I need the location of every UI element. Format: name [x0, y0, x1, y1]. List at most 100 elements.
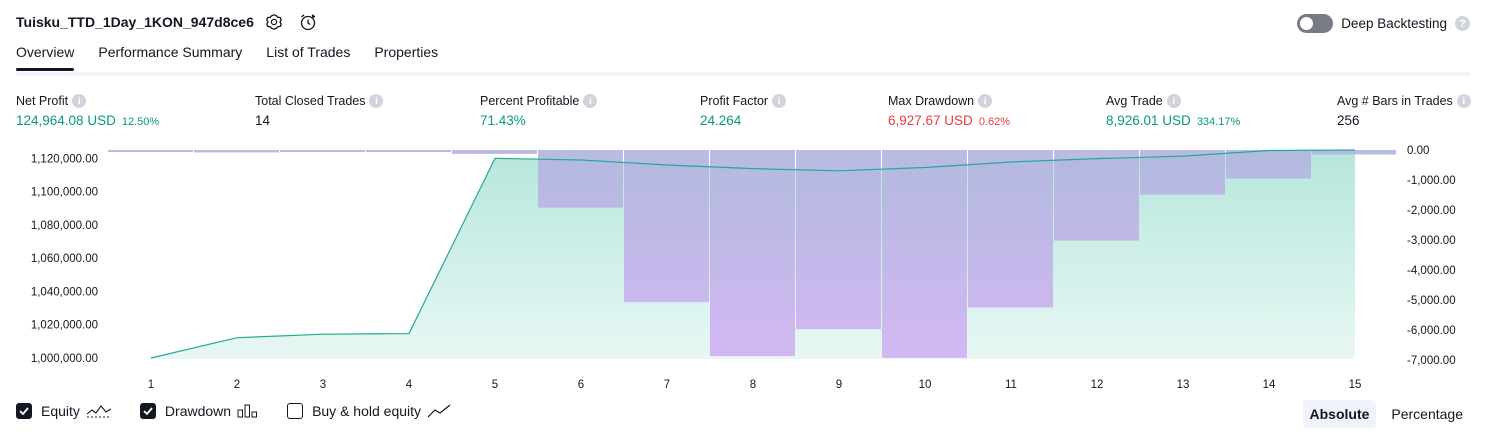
metric-percent: 12.50% — [122, 116, 159, 128]
drawdown-checkbox[interactable] — [140, 403, 156, 419]
info-icon[interactable]: i — [978, 94, 992, 108]
scale-mode-switch: Absolute Percentage — [1295, 400, 1471, 428]
left-axis-tick: 1,000,000.00 — [31, 353, 98, 365]
right-axis-tick: -5,000.00 — [1407, 295, 1456, 307]
left-axis-tick: 1,120,000.00 — [31, 153, 98, 165]
equity-wave-icon — [86, 404, 112, 418]
x-axis-tick: 5 — [492, 379, 498, 391]
x-axis-tick: 9 — [836, 379, 842, 391]
buy-hold-line-icon — [427, 404, 451, 418]
metric-value: 6,927.67 USD — [888, 113, 973, 128]
info-icon[interactable]: i — [583, 94, 597, 108]
tab-overview[interactable]: Overview — [16, 44, 74, 70]
metric-value: 8,926.01 USD — [1106, 113, 1191, 128]
metric-percent-profitable: Percent Profitable i 71.43% — [480, 94, 597, 128]
drawdown-bar — [452, 150, 537, 154]
absolute-button[interactable]: Absolute — [1303, 400, 1377, 428]
metric-value: 256 — [1337, 113, 1360, 128]
legend-label: Drawdown — [165, 403, 231, 419]
drawdown-bar — [1226, 150, 1311, 179]
tabs-divider — [16, 72, 1470, 76]
drawdown-bar — [194, 150, 279, 152]
metric-label: Profit Factor — [700, 94, 768, 108]
x-axis-tick: 6 — [578, 379, 584, 391]
metric-label: Avg Trade — [1106, 94, 1163, 108]
report-tabs: Overview Performance Summary List of Tra… — [16, 44, 438, 70]
x-axis-tick: 15 — [1349, 379, 1362, 391]
x-axis-tick: 2 — [234, 379, 240, 391]
metric-percent: 0.62% — [979, 116, 1010, 128]
x-axis-tick: 4 — [406, 379, 413, 391]
metric-value: 71.43% — [480, 113, 526, 128]
buy-hold-checkbox[interactable] — [287, 403, 303, 419]
left-axis-tick: 1,100,000.00 — [31, 187, 98, 199]
check-icon — [19, 407, 29, 415]
drawdown-bar — [538, 150, 623, 208]
percentage-button[interactable]: Percentage — [1384, 400, 1470, 428]
tab-list-of-trades[interactable]: List of Trades — [266, 44, 350, 70]
metric-avg-bars: Avg # Bars in Trades i 256 — [1337, 94, 1471, 128]
check-icon — [143, 407, 153, 415]
help-icon[interactable]: ? — [1455, 16, 1470, 31]
metric-avg-trade: Avg Trade i 8,926.01 USD 334.17% — [1106, 94, 1240, 128]
metric-value: 24.264 — [700, 113, 741, 128]
drawdown-bar — [710, 150, 795, 356]
equity-drawdown-chart[interactable]: 1,000,000.00 1,020,000.00 1,040,000.00 1,06… — [0, 138, 1486, 396]
legend-drawdown[interactable]: Drawdown — [140, 403, 259, 419]
metric-value: 124,964.08 USD — [16, 113, 116, 128]
info-icon[interactable]: i — [1167, 94, 1181, 108]
metric-label: Net Profit — [16, 94, 68, 108]
x-axis-tick: 12 — [1091, 379, 1104, 391]
info-icon[interactable]: i — [72, 94, 86, 108]
legend-equity[interactable]: Equity — [16, 403, 112, 419]
drawdown-bars-icon — [237, 404, 259, 418]
drawdown-bar — [280, 150, 365, 152]
deep-backtesting-toggle[interactable] — [1297, 14, 1333, 33]
right-axis-tick: -3,000.00 — [1407, 235, 1456, 247]
alert-clock-icon[interactable] — [299, 13, 317, 31]
left-axis-tick: 1,060,000.00 — [31, 253, 98, 265]
legend-label: Buy & hold equity — [312, 403, 421, 419]
settings-icon[interactable] — [265, 13, 283, 31]
info-icon[interactable]: i — [772, 94, 786, 108]
right-axis-tick: -6,000.00 — [1407, 325, 1456, 337]
metric-net-profit: Net Profit i 124,964.08 USD 12.50% — [16, 94, 159, 128]
equity-checkbox[interactable] — [16, 403, 32, 419]
drawdown-bar — [968, 150, 1053, 308]
deep-backtesting: Deep Backtesting ? — [1297, 14, 1470, 33]
metric-label: Avg # Bars in Trades — [1337, 94, 1453, 108]
drawdown-bar — [882, 150, 967, 358]
left-axis-tick: 1,020,000.00 — [31, 320, 98, 332]
toggle-knob — [1300, 17, 1313, 30]
right-axis-tick: -2,000.00 — [1407, 205, 1456, 217]
drawdown-bar — [796, 150, 881, 329]
metric-total-closed-trades: Total Closed Trades i 14 — [255, 94, 383, 128]
right-axis-tick: -7,000.00 — [1407, 355, 1456, 367]
left-axis-tick: 1,080,000.00 — [31, 220, 98, 232]
tab-properties[interactable]: Properties — [374, 44, 438, 70]
metric-percent: 334.17% — [1197, 116, 1240, 128]
right-axis-tick: -4,000.00 — [1407, 265, 1456, 277]
drawdown-bar — [108, 150, 193, 152]
deep-backtesting-label: Deep Backtesting — [1341, 16, 1447, 31]
x-axis-tick: 11 — [1005, 379, 1017, 391]
x-axis-tick: 7 — [664, 379, 670, 391]
legend-label: Equity — [41, 403, 80, 419]
metric-label: Max Drawdown — [888, 94, 974, 108]
right-axis-tick: -1,000.00 — [1407, 175, 1456, 187]
right-axis-tick: 0.00 — [1407, 145, 1429, 157]
strategy-name: Tuisku_TTD_1Day_1KON_947d8ce6 — [16, 14, 254, 30]
metric-value: 14 — [255, 113, 270, 128]
tab-performance-summary[interactable]: Performance Summary — [98, 44, 242, 70]
left-axis-tick: 1,040,000.00 — [31, 286, 98, 298]
legend-buy-hold[interactable]: Buy & hold equity — [287, 403, 451, 419]
metric-label: Percent Profitable — [480, 94, 579, 108]
chart-legend: Equity Drawdown Buy & hold equity — [16, 403, 479, 419]
drawdown-bar — [624, 150, 709, 302]
x-axis-tick: 10 — [919, 379, 932, 391]
metric-label: Total Closed Trades — [255, 94, 365, 108]
info-icon[interactable]: i — [1457, 94, 1471, 108]
x-axis-tick: 3 — [320, 379, 326, 391]
metric-profit-factor: Profit Factor i 24.264 — [700, 94, 786, 128]
info-icon[interactable]: i — [369, 94, 383, 108]
